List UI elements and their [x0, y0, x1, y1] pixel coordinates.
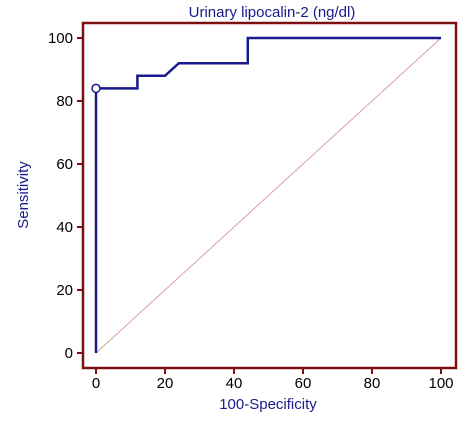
x-tick-label: 100: [428, 375, 453, 392]
y-tick-label: 0: [65, 345, 73, 362]
axis-ticks: [77, 37, 442, 374]
y-tick-label: 40: [56, 219, 73, 236]
x-tick-label: 60: [295, 375, 312, 392]
y-tick-label: 20: [56, 282, 73, 299]
x-tick-label: 80: [364, 375, 381, 392]
x-tick-label: 0: [92, 375, 100, 392]
x-axis-label: 100-Specificity: [219, 396, 317, 413]
y-tick-label: 60: [56, 156, 73, 173]
plot-frame: [81, 21, 458, 370]
chart-title: Urinary lipocalin-2 (ng/dl): [189, 4, 356, 21]
series-group: [91, 36, 442, 354]
y-tick-label: 80: [56, 93, 73, 110]
y-axis-label: Sensitivity: [15, 161, 32, 229]
x-tick-label: 20: [157, 375, 174, 392]
axis-tick-labels: 0 20 40 60 80 100 0 20 40 60 80 100: [48, 30, 454, 392]
x-tick-label: 40: [226, 375, 243, 392]
optimal-cutoff-marker: [91, 83, 101, 94]
y-tick-label: 100: [48, 30, 73, 47]
roc-curve-line: [94, 36, 441, 353]
reference-diagonal-line: [95, 37, 442, 354]
